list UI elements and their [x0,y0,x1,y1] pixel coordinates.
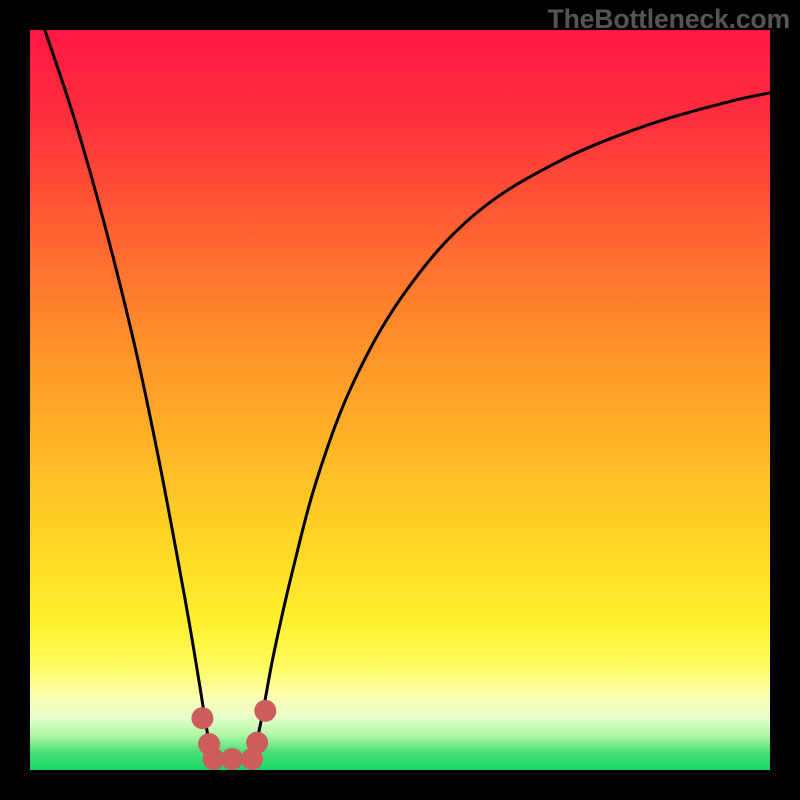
figure-outer: TheBottleneck.com [0,0,800,800]
marker-group [191,700,276,770]
marker-dot [246,732,268,754]
marker-dot [254,700,276,722]
chart-svg [30,30,770,770]
curve-left [45,30,214,770]
marker-dot [221,748,243,770]
marker-dot [191,707,213,729]
watermark-text: TheBottleneck.com [548,4,790,35]
curve-right [252,93,770,770]
